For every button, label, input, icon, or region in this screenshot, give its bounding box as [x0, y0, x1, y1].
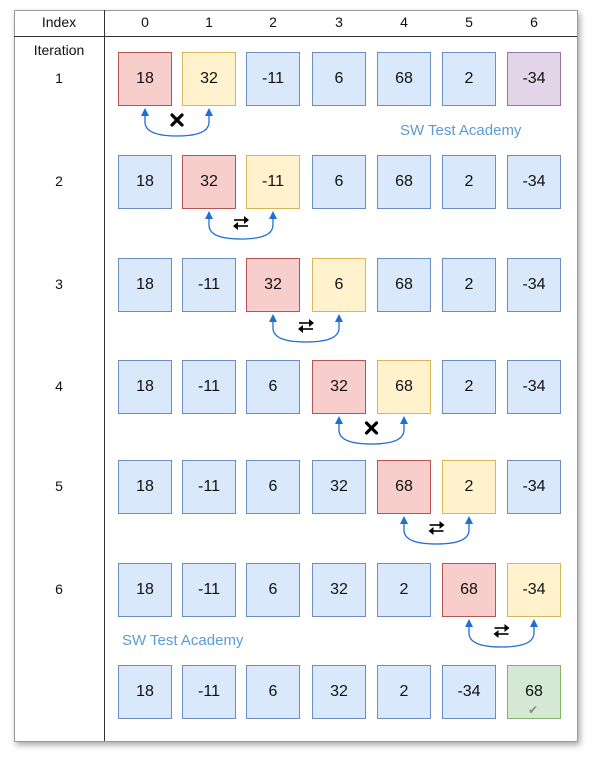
swap-exchange-icon — [298, 319, 314, 333]
swap-arrow — [403, 522, 470, 545]
iteration-label: 6 — [55, 581, 63, 597]
column-header-4: 4 — [400, 14, 408, 30]
array-cell: 68 — [377, 360, 431, 414]
array-cell: -34 — [507, 563, 561, 617]
column-header-3: 3 — [335, 14, 343, 30]
arrowhead — [530, 619, 538, 627]
array-cell: -11 — [246, 52, 300, 106]
swap-arrow — [272, 320, 340, 343]
array-cell: -34 — [507, 460, 561, 514]
arrowhead — [400, 416, 408, 424]
iteration-label: 4 — [55, 378, 63, 394]
array-cell: 68 — [377, 52, 431, 106]
index-header: Index — [41, 14, 77, 30]
iteration-label: 1 — [55, 70, 63, 86]
iteration-header: Iteration — [33, 42, 85, 58]
array-cell: -11 — [182, 258, 236, 312]
arrowhead — [335, 416, 343, 424]
array-cell: 32 — [312, 460, 366, 514]
array-cell: 18 — [118, 155, 172, 209]
array-cell: 32 — [182, 155, 236, 209]
array-cell: -11 — [182, 360, 236, 414]
watermark-top: SW Test Academy — [400, 122, 522, 139]
array-cell: 2 — [442, 258, 496, 312]
array-cell: 32 — [182, 52, 236, 106]
swap-exchange-icon — [428, 521, 445, 535]
swap-exchange-icon — [233, 216, 249, 230]
array-cell: 32 — [312, 665, 366, 719]
array-cell: 32 — [312, 360, 366, 414]
array-cell: -11 — [182, 460, 236, 514]
array-cell: -34 — [507, 52, 561, 106]
array-cell: 2 — [442, 52, 496, 106]
array-cell: -34 — [442, 665, 496, 719]
array-cell: 68 — [377, 155, 431, 209]
array-cell: 68 — [442, 563, 496, 617]
no-swap-x-icon — [170, 113, 184, 127]
arrowhead — [465, 516, 473, 524]
array-cell: 2 — [442, 155, 496, 209]
array-cell: 6 — [312, 155, 366, 209]
arrowhead — [335, 314, 343, 322]
array-cell: 68 — [507, 665, 561, 719]
array-cell: 2 — [377, 665, 431, 719]
array-cell: 18 — [118, 52, 172, 106]
arrowhead — [400, 516, 408, 524]
array-cell: 32 — [246, 258, 300, 312]
no-swap-x-icon — [364, 421, 379, 435]
array-cell: 2 — [377, 563, 431, 617]
array-cell: -34 — [507, 258, 561, 312]
arrowhead — [269, 211, 277, 219]
column-header-1: 1 — [205, 14, 213, 30]
swap-arrow — [338, 422, 405, 445]
array-cell: 68 — [377, 460, 431, 514]
array-cell: 6 — [312, 52, 366, 106]
array-cell: 18 — [118, 665, 172, 719]
arrowhead — [141, 108, 149, 116]
array-cell: 6 — [312, 258, 366, 312]
array-cell: 6 — [246, 563, 300, 617]
swap-arrow — [144, 114, 210, 137]
iteration-label: 3 — [55, 276, 63, 292]
array-cell: 2 — [442, 460, 496, 514]
array-cell: 18 — [118, 563, 172, 617]
swap-arrow — [468, 625, 535, 648]
array-cell: 6 — [246, 360, 300, 414]
array-cell: 68 — [377, 258, 431, 312]
watermark-bottom: SW Test Academy — [122, 632, 244, 649]
column-header-5: 5 — [465, 14, 473, 30]
iteration-label: 2 — [55, 173, 63, 189]
array-cell: -11 — [182, 665, 236, 719]
swap-arrow — [208, 217, 274, 240]
array-cell: -11 — [182, 563, 236, 617]
array-cell: -11 — [246, 155, 300, 209]
arrowhead — [205, 108, 213, 116]
array-cell: 6 — [246, 460, 300, 514]
arrowhead — [269, 314, 277, 322]
array-cell: 2 — [442, 360, 496, 414]
array-cell: 18 — [118, 258, 172, 312]
column-divider — [104, 10, 105, 741]
array-cell: 32 — [312, 563, 366, 617]
swap-exchange-icon — [493, 624, 510, 638]
array-cell: 18 — [118, 360, 172, 414]
iteration-label: 5 — [55, 478, 63, 494]
column-header-0: 0 — [141, 14, 149, 30]
array-cell: 18 — [118, 460, 172, 514]
column-header-2: 2 — [269, 14, 277, 30]
header-divider — [14, 36, 577, 37]
checkmark-icon: ✔ — [528, 703, 539, 717]
arrowhead — [465, 619, 473, 627]
array-cell: -34 — [507, 360, 561, 414]
arrowhead — [205, 211, 213, 219]
array-cell: -34 — [507, 155, 561, 209]
column-header-6: 6 — [530, 14, 538, 30]
array-cell: 6 — [246, 665, 300, 719]
